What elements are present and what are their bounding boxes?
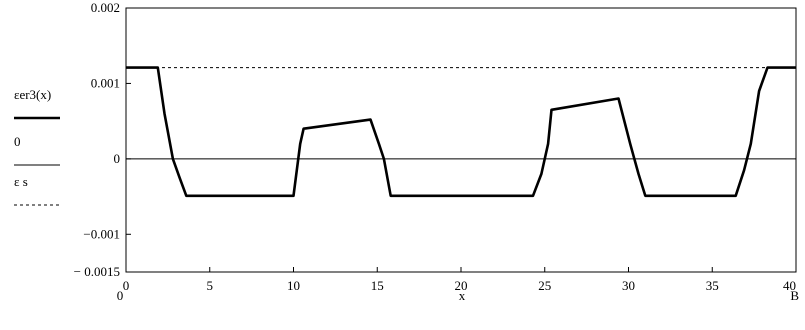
x-tick-labels: 0 5 10 15 20 25 30 35 40	[123, 267, 797, 293]
plot-frame	[125, 7, 797, 273]
x-range-min-label: 0	[117, 288, 124, 303]
x-range-max-label: B	[790, 288, 799, 303]
legend-label-0: εer3(x)	[14, 87, 51, 102]
x-axis-label: x	[459, 288, 466, 303]
y-tick-label: 0.002	[91, 0, 120, 15]
x-tick-label: 15	[371, 278, 384, 293]
legend-label-1: 0	[14, 134, 21, 149]
y-tick-label: −0.001	[83, 226, 120, 241]
x-tick-label: 0	[123, 278, 130, 293]
legend: εer3(x) 0 ε s	[14, 87, 60, 206]
series-line-0	[126, 66, 796, 198]
y-tick-label: 0.001	[91, 75, 120, 90]
series-layer	[126, 66, 796, 198]
x-tick-label: 5	[207, 278, 214, 293]
x-tick-label: 40	[783, 278, 796, 293]
x-tick-label: 30	[622, 278, 635, 293]
plot-area	[125, 7, 797, 273]
x-tick-label: 20	[455, 278, 468, 293]
y-tick-labels: 0.002 0.001 0 −0.001 − 0.0015	[74, 0, 131, 279]
x-tick-label: 25	[538, 278, 551, 293]
y-tick-label: − 0.0015	[74, 264, 120, 279]
x-tick-label: 35	[706, 278, 719, 293]
x-tick-label: 10	[287, 278, 300, 293]
y-tick-label: 0	[114, 151, 121, 166]
legend-label-2: ε s	[14, 174, 28, 189]
